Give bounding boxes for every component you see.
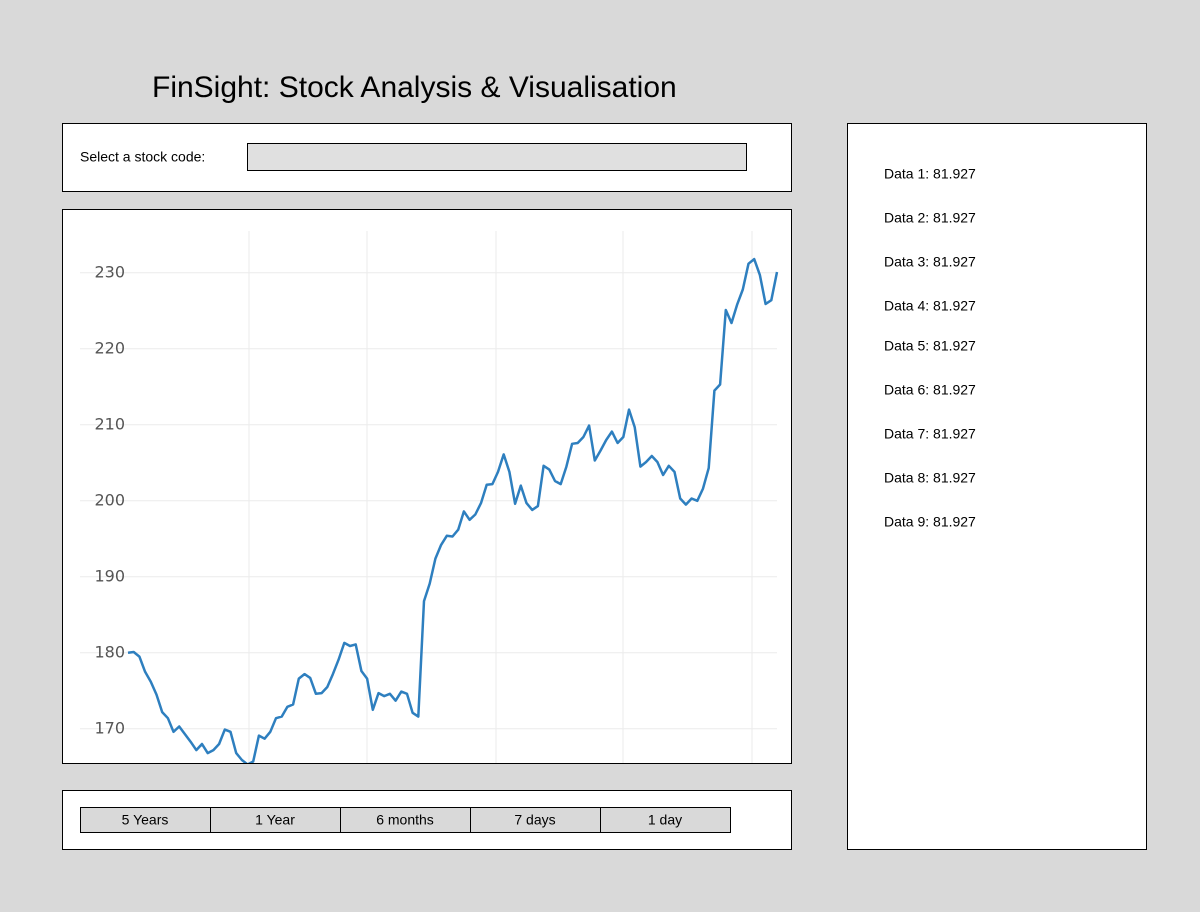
data-item: Data 9: 81.927	[884, 514, 976, 530]
range-buttons: 5 Years 1 Year 6 months 7 days 1 day	[80, 807, 731, 833]
vertical-grid	[248, 231, 753, 763]
y-tick-label: 210	[94, 414, 125, 433]
data-item: Data 1: 81.927	[884, 166, 976, 182]
stock-input[interactable]	[247, 143, 747, 171]
data-item: Data 2: 81.927	[884, 210, 976, 226]
y-tick-label: 180	[94, 642, 125, 661]
page-title: FinSight: Stock Analysis & Visualisation	[152, 71, 677, 104]
range-button-label[interactable]: 6 months	[376, 812, 434, 828]
y-tick-label: 200	[94, 490, 125, 509]
y-tick-label: 170	[94, 718, 125, 737]
y-tick-label: 190	[94, 566, 125, 585]
range-button[interactable]	[470, 807, 601, 833]
range-button-label[interactable]: 1 day	[648, 812, 682, 828]
data-item: Data 8: 81.927	[884, 470, 976, 486]
range-button-label[interactable]: 1 Year	[255, 812, 295, 828]
data-item: Data 5: 81.927	[884, 338, 976, 354]
search-label: Select a stock code:	[80, 149, 205, 165]
data-item: Data 7: 81.927	[884, 426, 976, 442]
range-button-label[interactable]: 5 Years	[122, 812, 169, 828]
y-tick-label: 220	[94, 338, 125, 357]
plot	[80, 257, 779, 763]
range-button[interactable]	[600, 807, 731, 833]
data-item: Data 3: 81.927	[884, 254, 976, 270]
data-item: Data 6: 81.927	[884, 382, 976, 398]
data-item: Data 4: 81.927	[884, 298, 976, 314]
chart-panel	[62, 209, 792, 764]
price-line	[127, 257, 779, 763]
range-button[interactable]	[340, 807, 471, 833]
data-list: Data 1: 81.927 Data 2: 81.927 Data 3: 81.9…	[884, 166, 976, 530]
range-button-label[interactable]: 7 days	[514, 812, 555, 828]
range-button[interactable]	[80, 807, 211, 833]
data-panel	[847, 123, 1147, 850]
y-tick-label: 230	[94, 262, 125, 281]
